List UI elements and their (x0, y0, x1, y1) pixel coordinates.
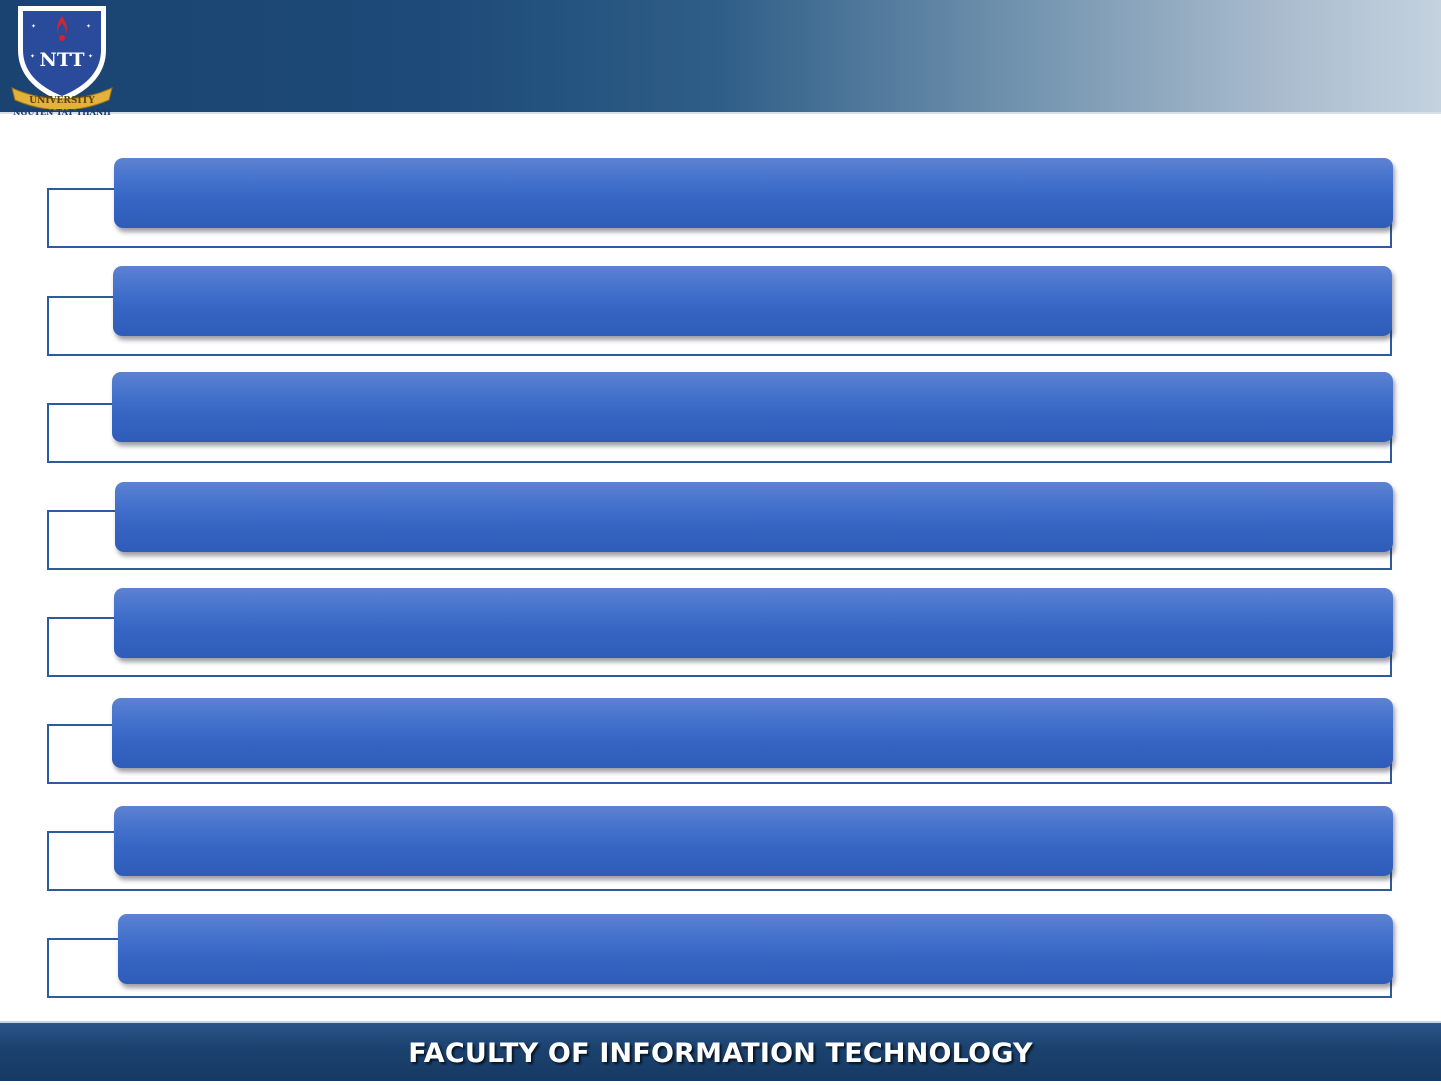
list-item-bar[interactable] (112, 698, 1393, 768)
list-item-bar[interactable] (114, 588, 1393, 658)
svg-text:✦: ✦ (88, 53, 93, 60)
list-item (0, 806, 1441, 906)
list-item-bar[interactable] (118, 914, 1393, 984)
list-item (0, 372, 1441, 472)
logo-monogram: NTT (40, 49, 85, 71)
list-item-bar[interactable] (114, 158, 1393, 228)
list-item-bar[interactable] (114, 806, 1393, 876)
header-banner: ✦ ✦ ✦ ✦ NTT UNIVERSITY NGUYEN TAT THANH (0, 0, 1441, 116)
logo-caption: NGUYEN TAT THANH (13, 107, 111, 116)
university-logo: ✦ ✦ ✦ ✦ NTT UNIVERSITY NGUYEN TAT THANH (6, 2, 118, 116)
footer-title: FACULTY OF INFORMATION TECHNOLOGY (408, 1038, 1033, 1069)
list-item (0, 698, 1441, 798)
list-item-bar[interactable] (112, 372, 1393, 442)
logo-ribbon-text: UNIVERSITY (29, 96, 95, 106)
svg-text:✦: ✦ (30, 53, 35, 60)
list-item-bar[interactable] (113, 266, 1392, 336)
list-item-bar[interactable] (115, 482, 1393, 552)
list-item (0, 482, 1441, 582)
svg-text:✦: ✦ (86, 23, 91, 30)
list-item (0, 158, 1441, 258)
list-item (0, 914, 1441, 1014)
svg-text:✦: ✦ (31, 23, 36, 30)
ntt-university-shield-icon: ✦ ✦ ✦ ✦ NTT UNIVERSITY NGUYEN TAT THANH (11, 6, 113, 116)
footer-banner: FACULTY OF INFORMATION TECHNOLOGY (0, 1021, 1441, 1081)
list-item (0, 588, 1441, 688)
list-item (0, 266, 1441, 366)
